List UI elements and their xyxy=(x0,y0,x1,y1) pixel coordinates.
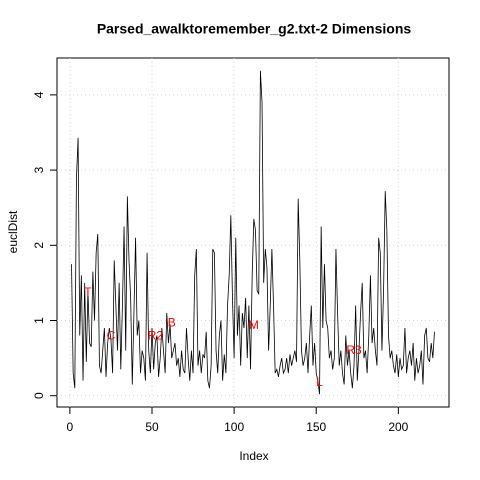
annotation: R2 xyxy=(148,328,164,342)
y-tick-label: 4 xyxy=(32,91,46,98)
annotation: L xyxy=(316,375,323,389)
chart-title: Parsed_awalktoremember_g2.txt-2 Dimensio… xyxy=(97,21,412,37)
y-tick-label: 1 xyxy=(32,317,46,324)
annotation: T xyxy=(84,285,92,299)
x-tick-label: 50 xyxy=(145,420,159,434)
x-tick-label: 100 xyxy=(224,420,244,434)
annotation: C xyxy=(107,328,116,342)
x-tick-label: 150 xyxy=(306,420,326,434)
y-tick-label: 2 xyxy=(32,242,46,249)
annotation: B xyxy=(168,316,176,330)
y-tick-label: 3 xyxy=(32,166,46,173)
x-tick-label: 0 xyxy=(67,420,74,434)
x-tick-label: 200 xyxy=(388,420,408,434)
plot-frame xyxy=(56,57,450,408)
annotation: R3 xyxy=(346,343,362,357)
y-axis-label: euclDist xyxy=(6,210,20,253)
data-line xyxy=(71,70,435,395)
x-axis-label: Index xyxy=(239,449,268,463)
annotation: M xyxy=(249,318,259,332)
y-tick-label: 0 xyxy=(32,392,46,399)
